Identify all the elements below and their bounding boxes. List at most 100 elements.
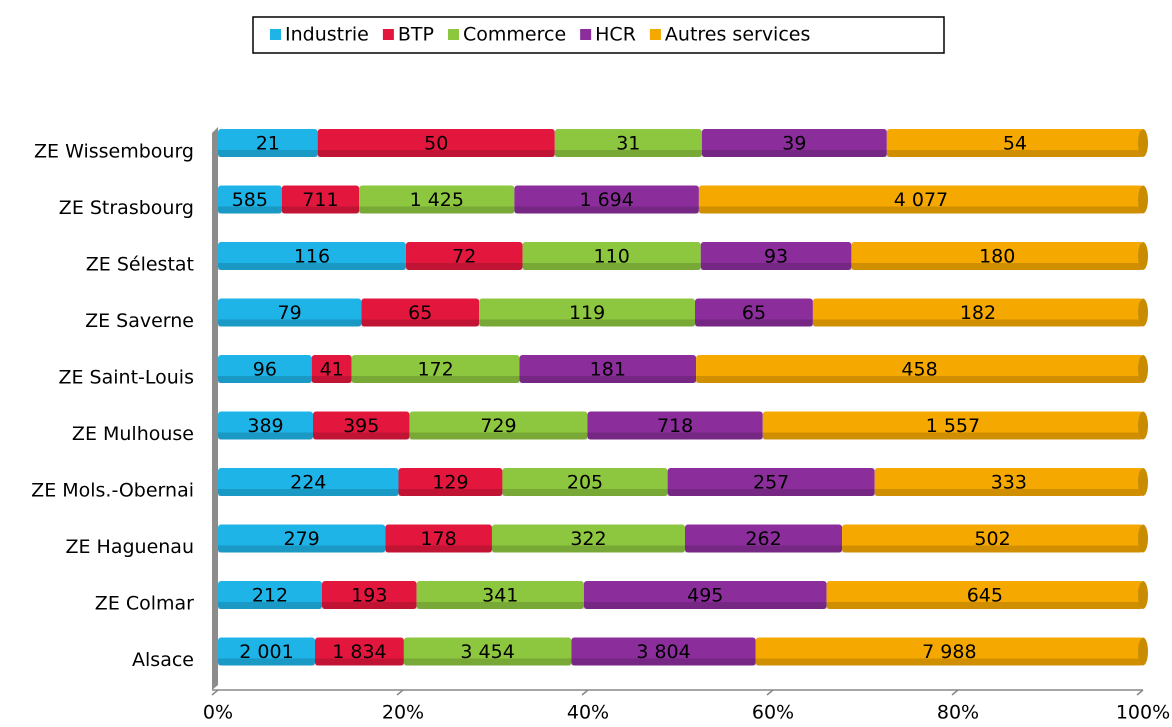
bar-shade (218, 206, 282, 214)
bar-segment (403, 637, 572, 666)
bar-end (1138, 411, 1148, 440)
bar-shade (874, 489, 1143, 496)
data-label: 262 (745, 528, 781, 550)
bar-shade (502, 489, 668, 496)
bar-shade (701, 150, 887, 157)
y-tick-label: ZE Haguenau (65, 536, 194, 558)
bar-shade (218, 658, 316, 666)
bar-shade (851, 263, 1143, 270)
data-label: 1 834 (332, 641, 386, 663)
bar-segment (398, 468, 503, 496)
data-label: 3 804 (636, 641, 690, 663)
data-label: 110 (594, 246, 630, 268)
bar-segment (554, 129, 702, 157)
bar-end (1138, 242, 1148, 270)
x-tick (951, 689, 959, 696)
bar-shade (826, 602, 1143, 609)
bar-shade (218, 432, 313, 440)
bar-segment (522, 242, 701, 270)
bar-segment (317, 129, 555, 157)
data-label: 96 (253, 359, 277, 381)
bar-end (1138, 468, 1148, 496)
bar-segment (218, 129, 318, 157)
legend-label: HCR (595, 24, 636, 46)
bar-segment (315, 637, 404, 666)
data-label: 193 (351, 585, 387, 607)
bar-end (1138, 185, 1148, 214)
data-label: 1 557 (926, 415, 980, 437)
bar-segment (698, 185, 1143, 214)
x-tick (766, 689, 774, 696)
bar-end (1138, 129, 1148, 157)
bar-shade (281, 206, 360, 214)
data-label: 279 (283, 528, 319, 550)
bar-shade (491, 545, 685, 553)
data-label: 182 (960, 302, 996, 324)
bar-segment (514, 185, 699, 214)
bar-shade (218, 150, 318, 157)
bar-shade (812, 319, 1143, 327)
bar-segment (842, 524, 1143, 553)
bar-shade (218, 263, 406, 270)
bar-segment (218, 355, 312, 383)
legend-swatch (270, 29, 281, 40)
data-label: 711 (302, 189, 338, 211)
legend-swatch (649, 29, 661, 40)
bar-segment (587, 411, 763, 440)
bar-segment (851, 242, 1143, 270)
data-label: 172 (417, 359, 453, 381)
legend-label: Autres services (665, 24, 810, 46)
legend-swatch (382, 29, 394, 40)
bar-shade (514, 206, 699, 214)
x-tick-label: 0% (203, 702, 233, 724)
data-label: 39 (782, 133, 806, 155)
data-label: 1 694 (579, 189, 633, 211)
bar-shade (312, 432, 410, 440)
bar-segment (762, 411, 1143, 440)
bar-segment (281, 185, 360, 214)
bar-shade (587, 432, 763, 440)
data-label: 458 (901, 359, 937, 381)
bar-segment (218, 524, 386, 553)
bar-segment (311, 355, 352, 383)
bar-end (1138, 637, 1148, 666)
data-label: 41 (320, 359, 344, 381)
legend-swatch (580, 29, 592, 40)
bar-shade (696, 376, 1143, 383)
y-tick-label: ZE Mulhouse (72, 423, 194, 445)
bar-segment (218, 242, 406, 270)
data-label: 389 (247, 415, 283, 437)
bar-segment (571, 637, 756, 666)
bar-segment (218, 637, 316, 666)
bar-segment (385, 524, 492, 553)
bar-shade (321, 602, 417, 609)
bar-shade (403, 658, 572, 666)
bar-segment (321, 581, 417, 609)
bar-shade (519, 376, 697, 383)
bar-segment (701, 129, 887, 157)
x-tick-label: 100% (1116, 702, 1170, 724)
data-label: 205 (567, 472, 603, 494)
data-label: 178 (420, 528, 456, 550)
bar-shade (755, 658, 1143, 666)
bar-segment (755, 637, 1143, 666)
bar-shade (554, 150, 702, 157)
x-tick (211, 689, 219, 696)
data-label: 21 (256, 133, 280, 155)
data-label: 116 (294, 246, 330, 268)
bar-shade (218, 602, 322, 609)
bar-shade (315, 658, 404, 666)
y-tick-label: ZE Strasbourg (59, 197, 194, 219)
y-tick-label: ZE Saint-Louis (59, 367, 195, 389)
bar-shade (684, 545, 843, 553)
data-label: 585 (232, 189, 268, 211)
bar-segment (700, 242, 852, 270)
bar-segment (502, 468, 668, 496)
data-label: 2 001 (239, 641, 293, 663)
bar-shade (762, 432, 1143, 440)
bar-end (1138, 298, 1148, 327)
y-tick-label: ZE Mols.-Obernai (31, 480, 194, 502)
bar-shade (359, 206, 515, 214)
data-label: 129 (432, 472, 468, 494)
